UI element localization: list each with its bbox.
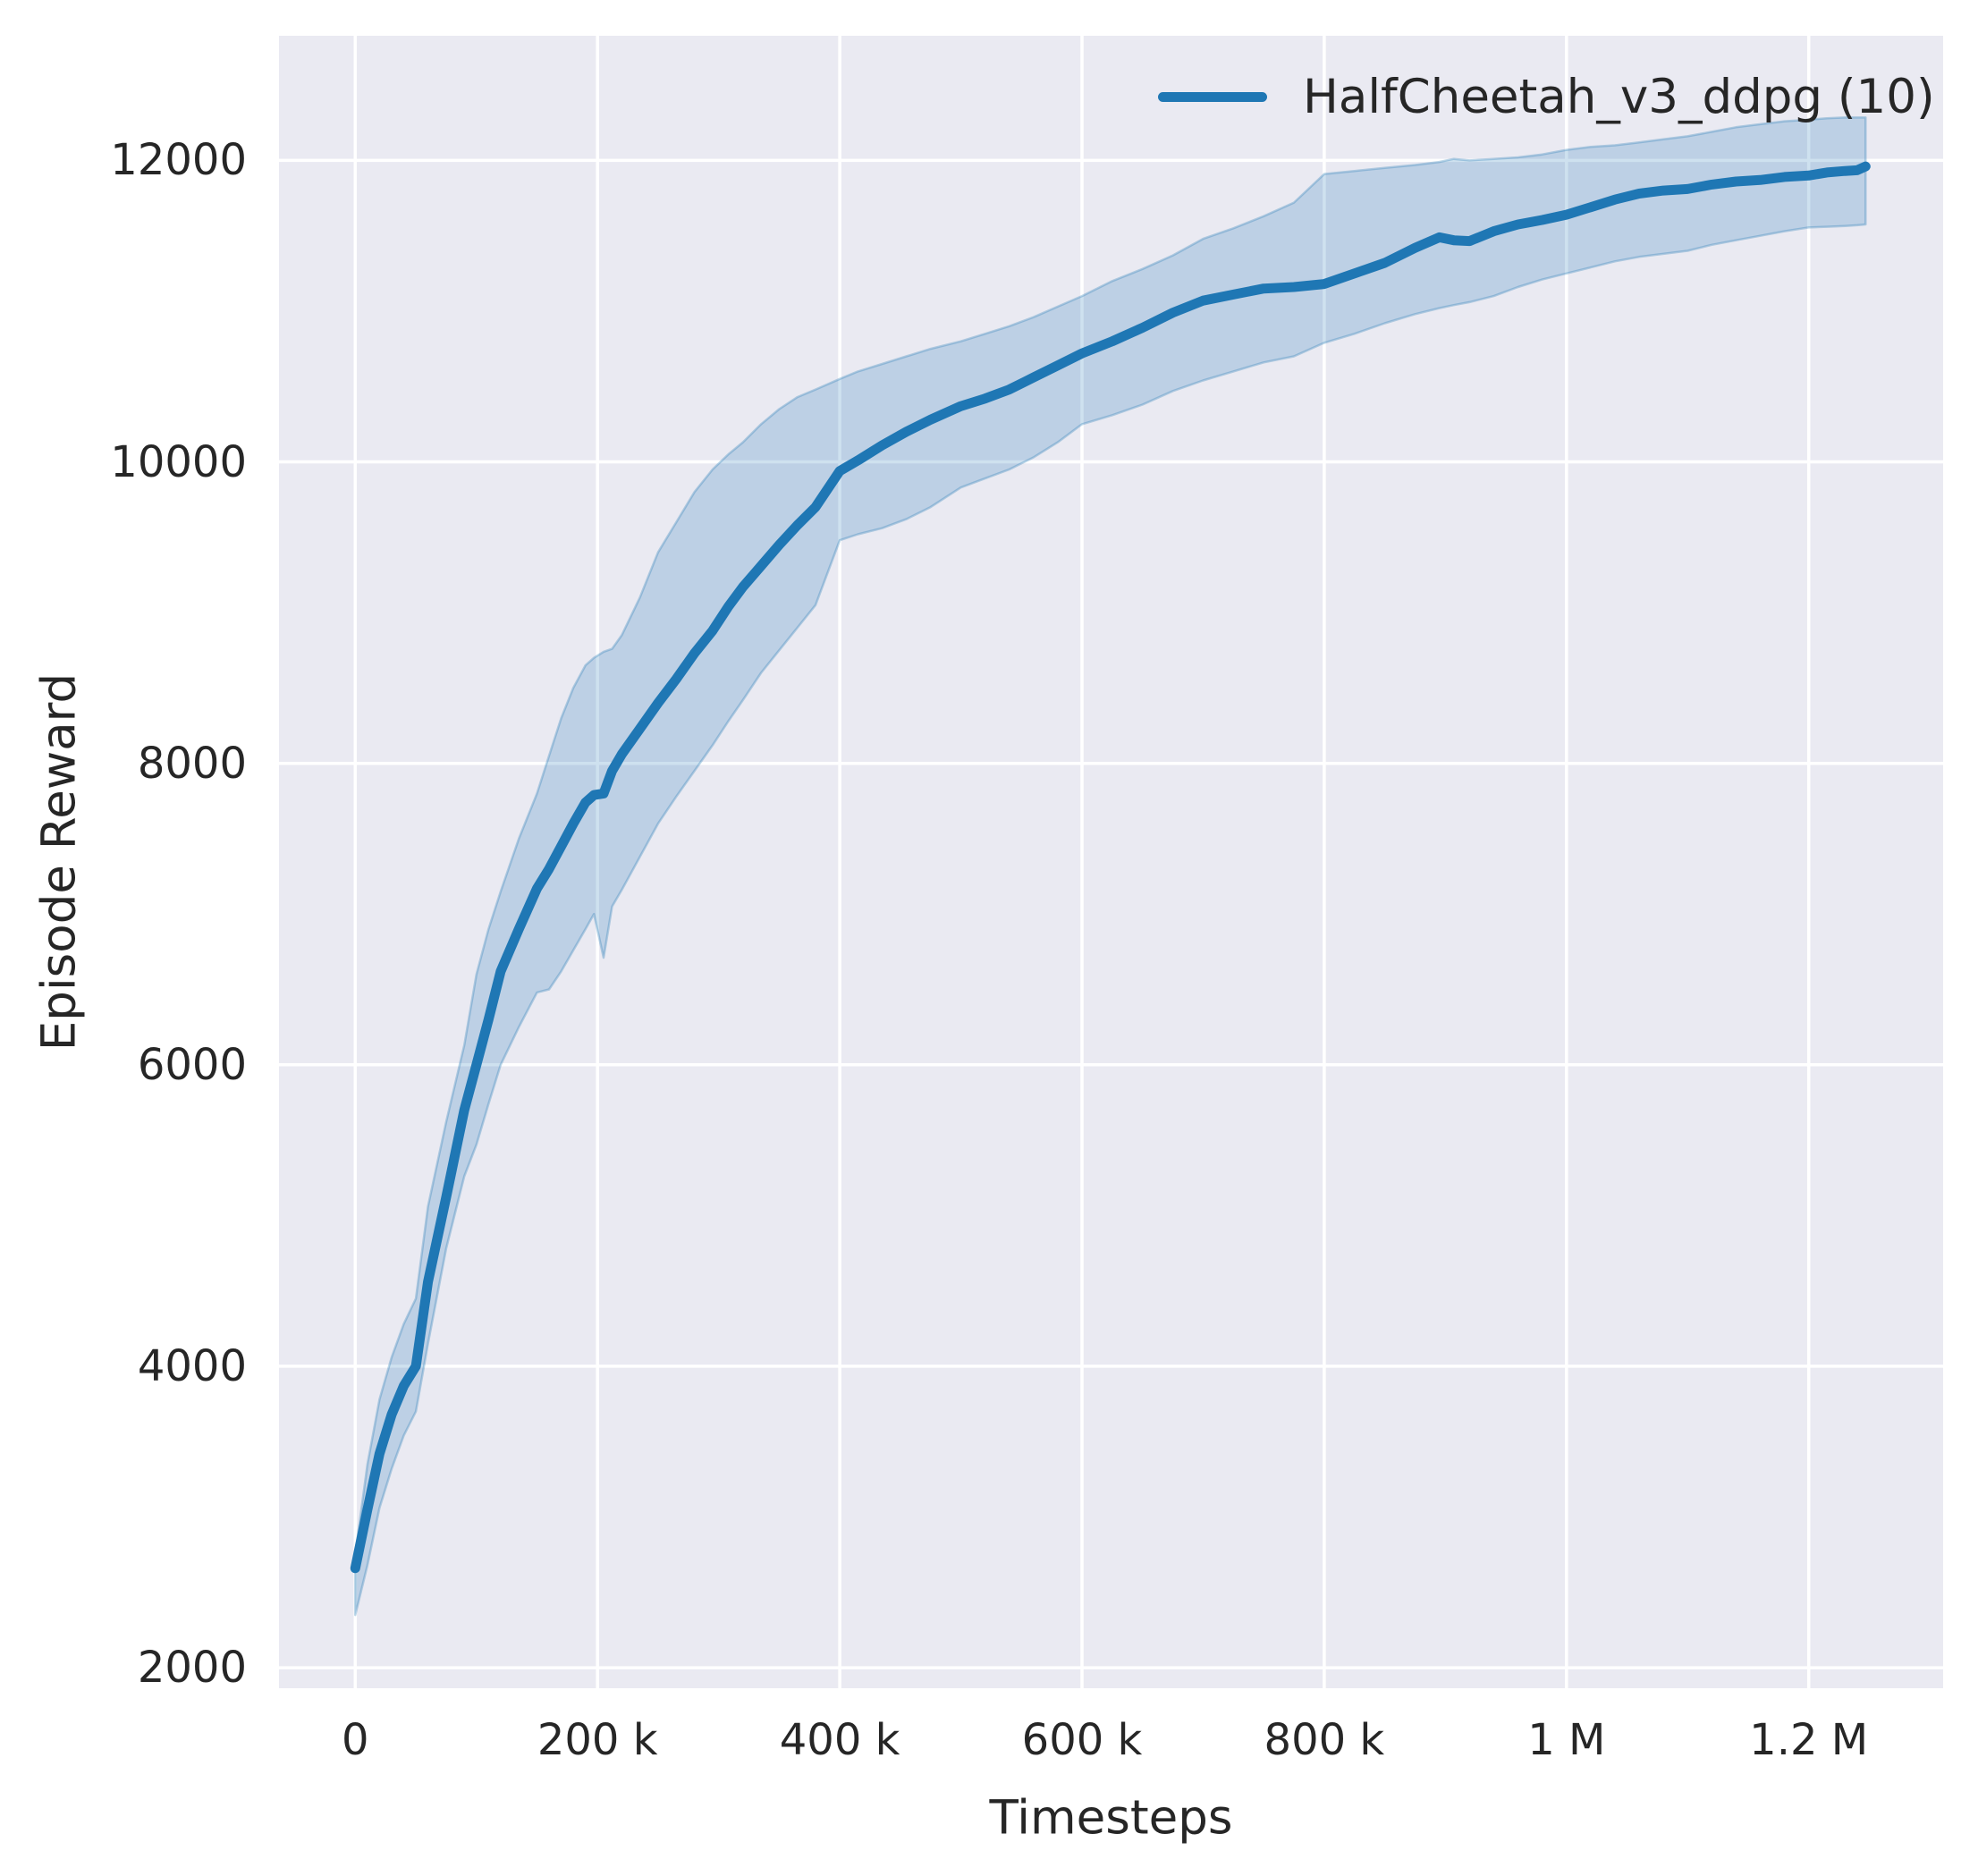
y-tick-label: 10000 <box>110 436 247 487</box>
y-tick-label: 2000 <box>137 1643 247 1694</box>
y-tick-label: 12000 <box>110 135 247 186</box>
confidence-band <box>354 116 1867 1617</box>
y-tick-label: 6000 <box>137 1039 247 1090</box>
x-tick-label: 1 M <box>1527 1715 1606 1765</box>
y-tick-label: 4000 <box>137 1340 247 1391</box>
mean-line <box>350 161 1871 1574</box>
x-tick-label: 600 k <box>1021 1715 1143 1765</box>
y-axis-title: Episode Reward <box>31 672 87 1052</box>
legend: HalfCheetah_v3_ddpg (10) <box>1158 73 1935 121</box>
x-tick-label: 400 k <box>779 1715 900 1765</box>
legend-line-swatch <box>1158 92 1267 102</box>
x-tick-label: 800 k <box>1264 1715 1385 1765</box>
y-tick-label: 8000 <box>137 738 247 789</box>
x-tick-label: 200 k <box>537 1715 658 1765</box>
x-axis-title: Timesteps <box>989 1790 1233 1846</box>
x-tick-label: 0 <box>342 1715 369 1765</box>
legend-label: HalfCheetah_v3_ddpg (10) <box>1303 70 1935 124</box>
x-tick-label: 1.2 M <box>1749 1715 1869 1765</box>
